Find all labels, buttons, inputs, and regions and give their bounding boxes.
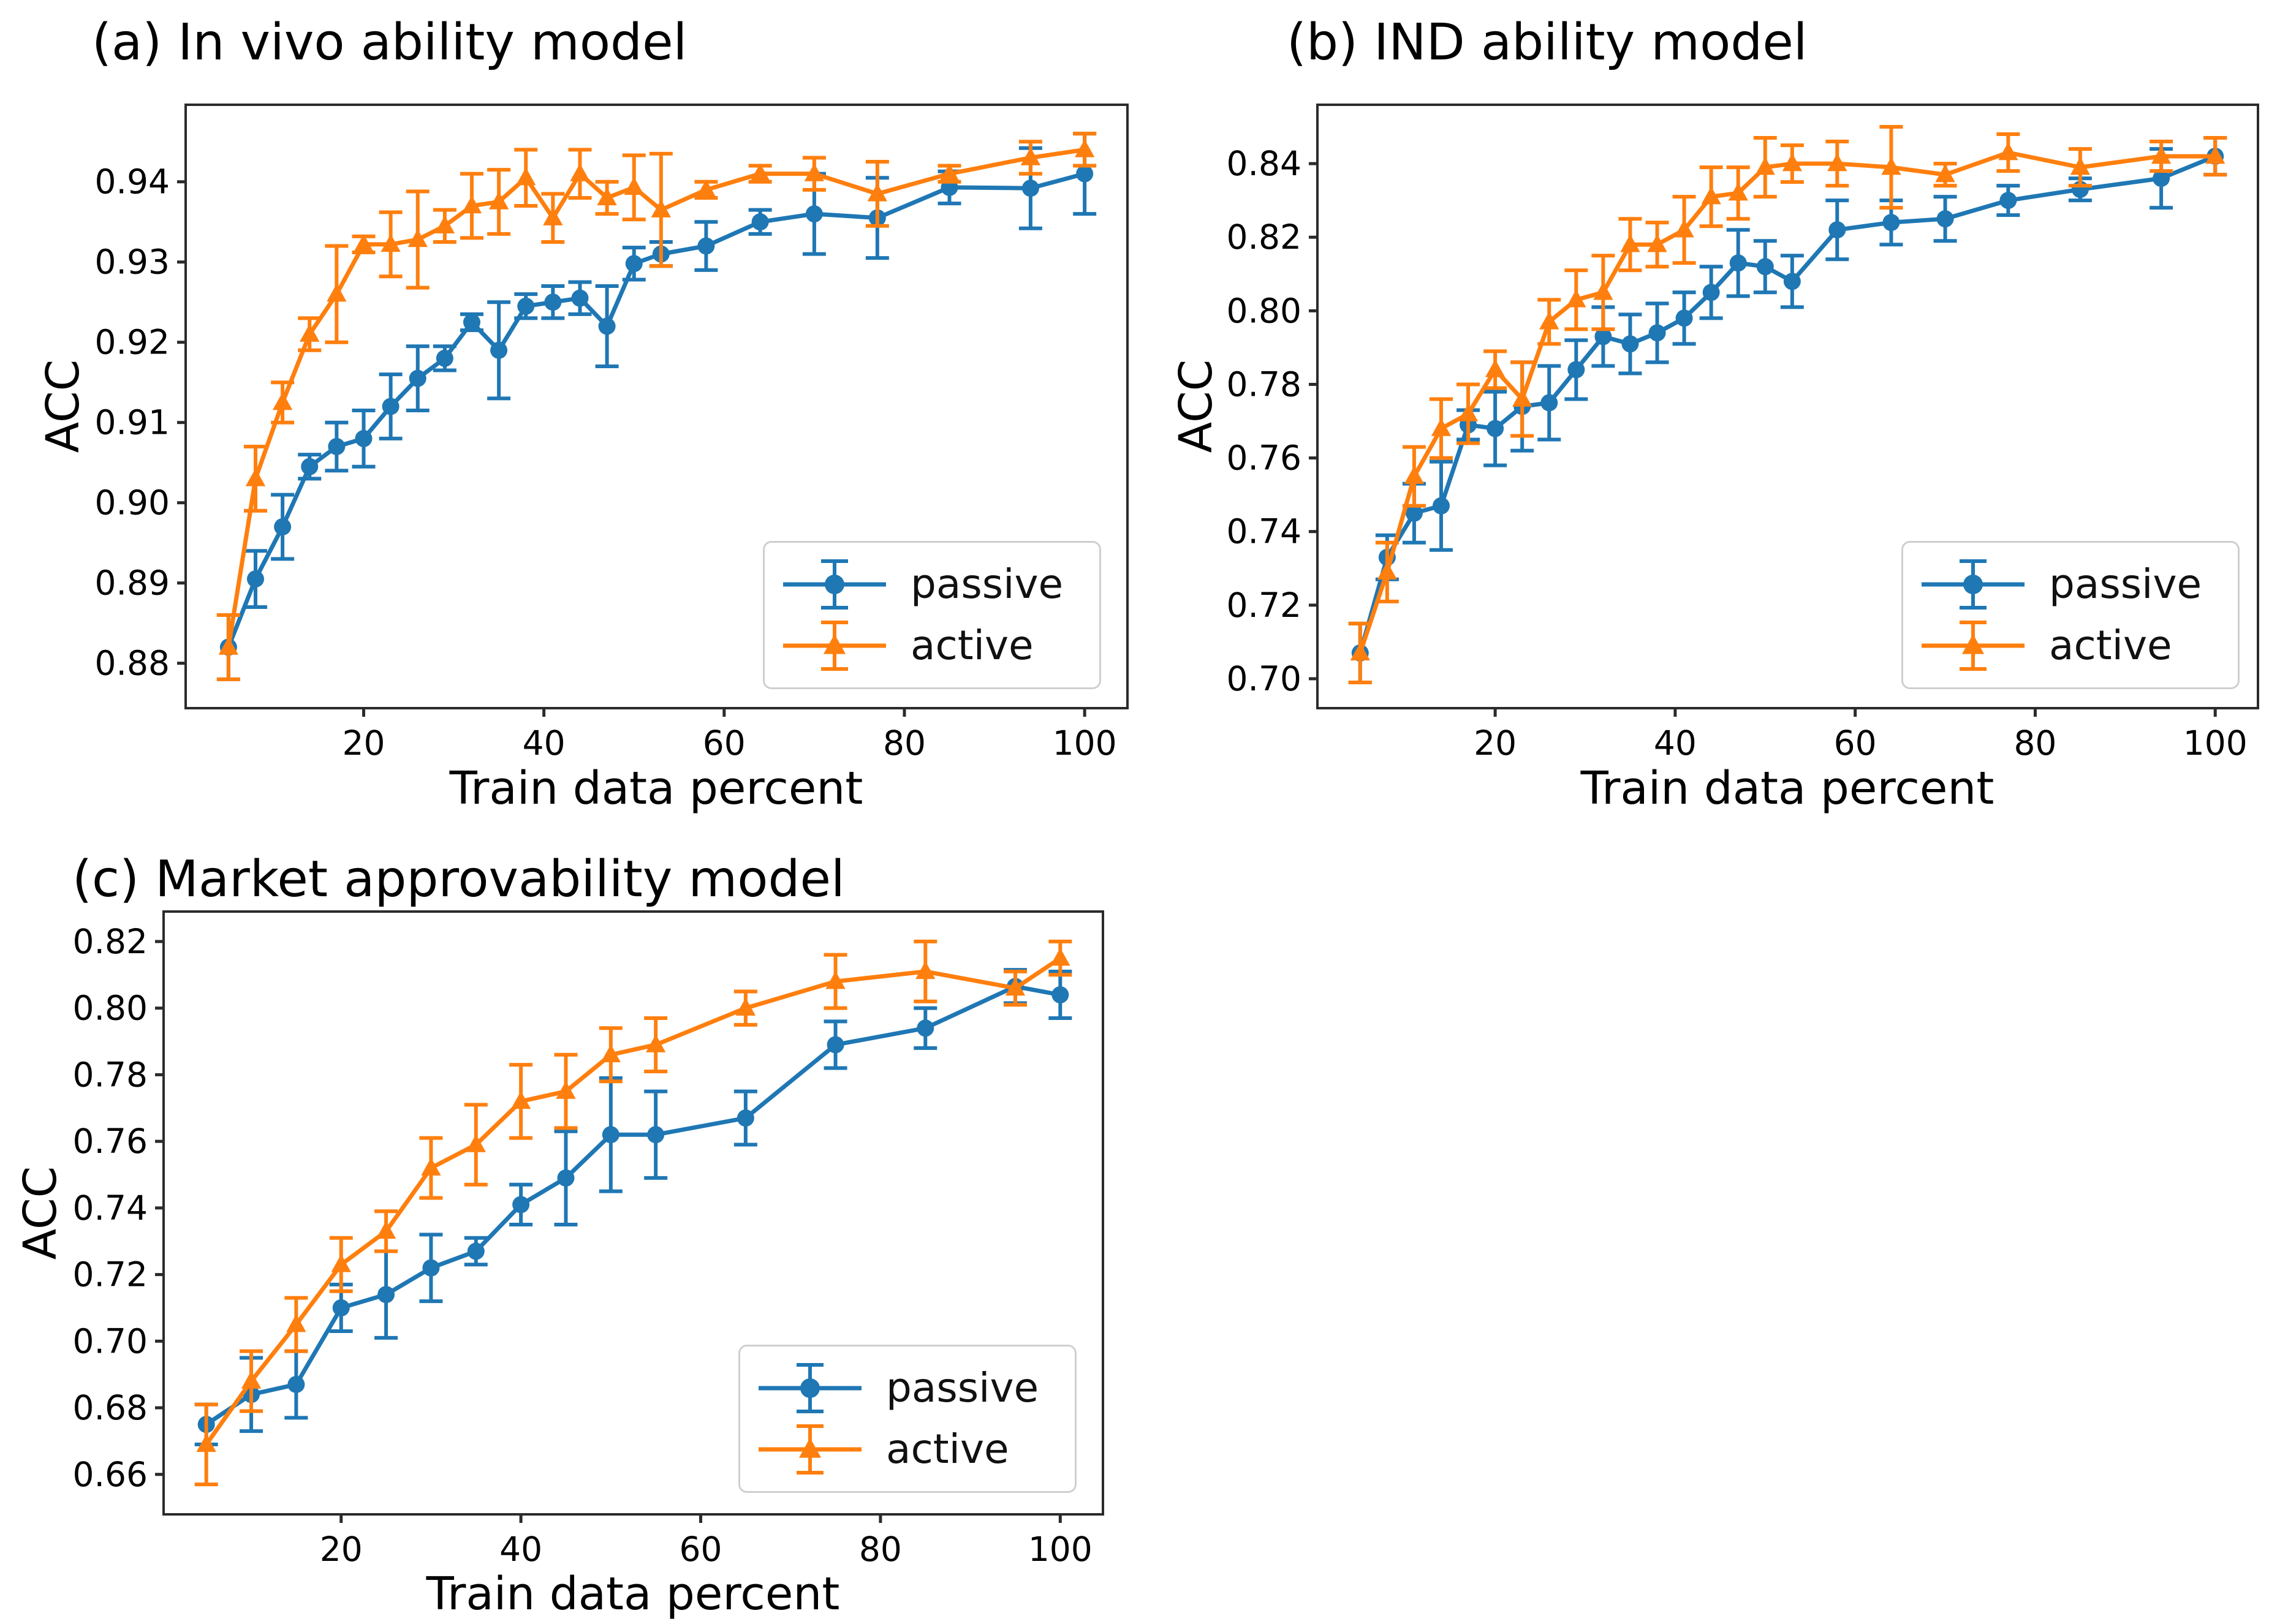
legend-label-passive: passive [886, 1364, 1039, 1411]
svg-text:60: 60 [680, 1530, 722, 1569]
svg-text:20: 20 [1474, 723, 1517, 763]
svg-text:40: 40 [1654, 723, 1697, 763]
subplot-b-xlabel: Train data percent [1580, 762, 1994, 815]
passive-errorbar-key-icon [1922, 559, 2025, 610]
svg-text:0.89: 0.89 [95, 564, 170, 603]
legend-subplot-c: passive active [738, 1345, 1077, 1493]
svg-text:0.93: 0.93 [95, 243, 170, 282]
svg-text:100: 100 [1028, 1530, 1093, 1569]
svg-text:0.92: 0.92 [95, 323, 170, 362]
svg-text:0.90: 0.90 [95, 483, 170, 523]
svg-text:0.82: 0.82 [1227, 217, 1301, 257]
svg-text:0.68: 0.68 [73, 1388, 148, 1427]
subplot-a-ylabel: ACC [37, 359, 89, 453]
legend-item-active: active [1918, 615, 2223, 676]
legend-item-passive: passive [755, 1358, 1060, 1419]
svg-text:100: 100 [2183, 723, 2248, 763]
svg-text:20: 20 [320, 1530, 363, 1569]
svg-text:60: 60 [703, 723, 746, 763]
legend-item-active: active [779, 615, 1085, 676]
svg-text:0.78: 0.78 [73, 1055, 148, 1094]
subplot-c-xlabel: Train data percent [426, 1568, 840, 1620]
legend-label-passive: passive [2049, 561, 2202, 608]
svg-text:0.70: 0.70 [73, 1321, 148, 1361]
legend-label-active: active [886, 1426, 1009, 1473]
subplot-a-xlabel: Train data percent [449, 762, 863, 815]
svg-text:0.78: 0.78 [1227, 364, 1301, 404]
active-errorbar-key-icon [1922, 621, 2025, 671]
svg-text:0.91: 0.91 [95, 403, 170, 442]
svg-text:0.82: 0.82 [73, 922, 148, 961]
subplot-c-title: (c) Market approvability model [72, 850, 845, 908]
svg-text:0.70: 0.70 [1227, 659, 1301, 698]
legend-subplot-b: passive active [1901, 541, 2240, 689]
svg-text:0.66: 0.66 [73, 1455, 148, 1494]
svg-text:0.74: 0.74 [73, 1188, 148, 1228]
svg-text:0.72: 0.72 [73, 1255, 148, 1294]
svg-text:0.84: 0.84 [1227, 144, 1301, 183]
svg-text:60: 60 [1834, 723, 1877, 763]
svg-text:100: 100 [1053, 723, 1117, 763]
legend-item-active: active [755, 1419, 1060, 1480]
legend-subplot-a: passive active [763, 541, 1101, 689]
subplot-b-title: (b) IND ability model [1287, 13, 1808, 72]
svg-text:80: 80 [2013, 723, 2056, 763]
svg-text:80: 80 [859, 1530, 902, 1569]
active-errorbar-key-icon [783, 621, 886, 671]
passive-errorbar-key-icon [759, 1363, 862, 1413]
svg-text:0.80: 0.80 [73, 989, 148, 1028]
legend-item-passive: passive [1918, 554, 2223, 615]
passive-errorbar-key-icon [783, 559, 886, 610]
svg-text:0.94: 0.94 [95, 162, 170, 202]
svg-text:0.76: 0.76 [1227, 439, 1301, 478]
legend-label-active: active [911, 622, 1034, 669]
svg-text:20: 20 [342, 723, 385, 763]
legend-label-passive: passive [911, 561, 1064, 608]
svg-text:40: 40 [523, 723, 566, 763]
svg-text:0.80: 0.80 [1227, 291, 1301, 330]
subplot-b-ylabel: ACC [1170, 359, 1222, 453]
svg-text:40: 40 [499, 1530, 542, 1569]
legend-label-active: active [2049, 622, 2172, 669]
svg-text:0.88: 0.88 [95, 644, 170, 683]
svg-text:0.72: 0.72 [1227, 586, 1301, 625]
subplot-a-title: (a) In vivo ability model [92, 13, 688, 72]
active-errorbar-key-icon [759, 1424, 862, 1475]
legend-item-passive: passive [779, 554, 1085, 615]
svg-text:0.76: 0.76 [73, 1122, 148, 1161]
svg-text:80: 80 [883, 723, 926, 763]
svg-text:0.74: 0.74 [1227, 512, 1301, 551]
subplot-c-ylabel: ACC [14, 1166, 67, 1260]
